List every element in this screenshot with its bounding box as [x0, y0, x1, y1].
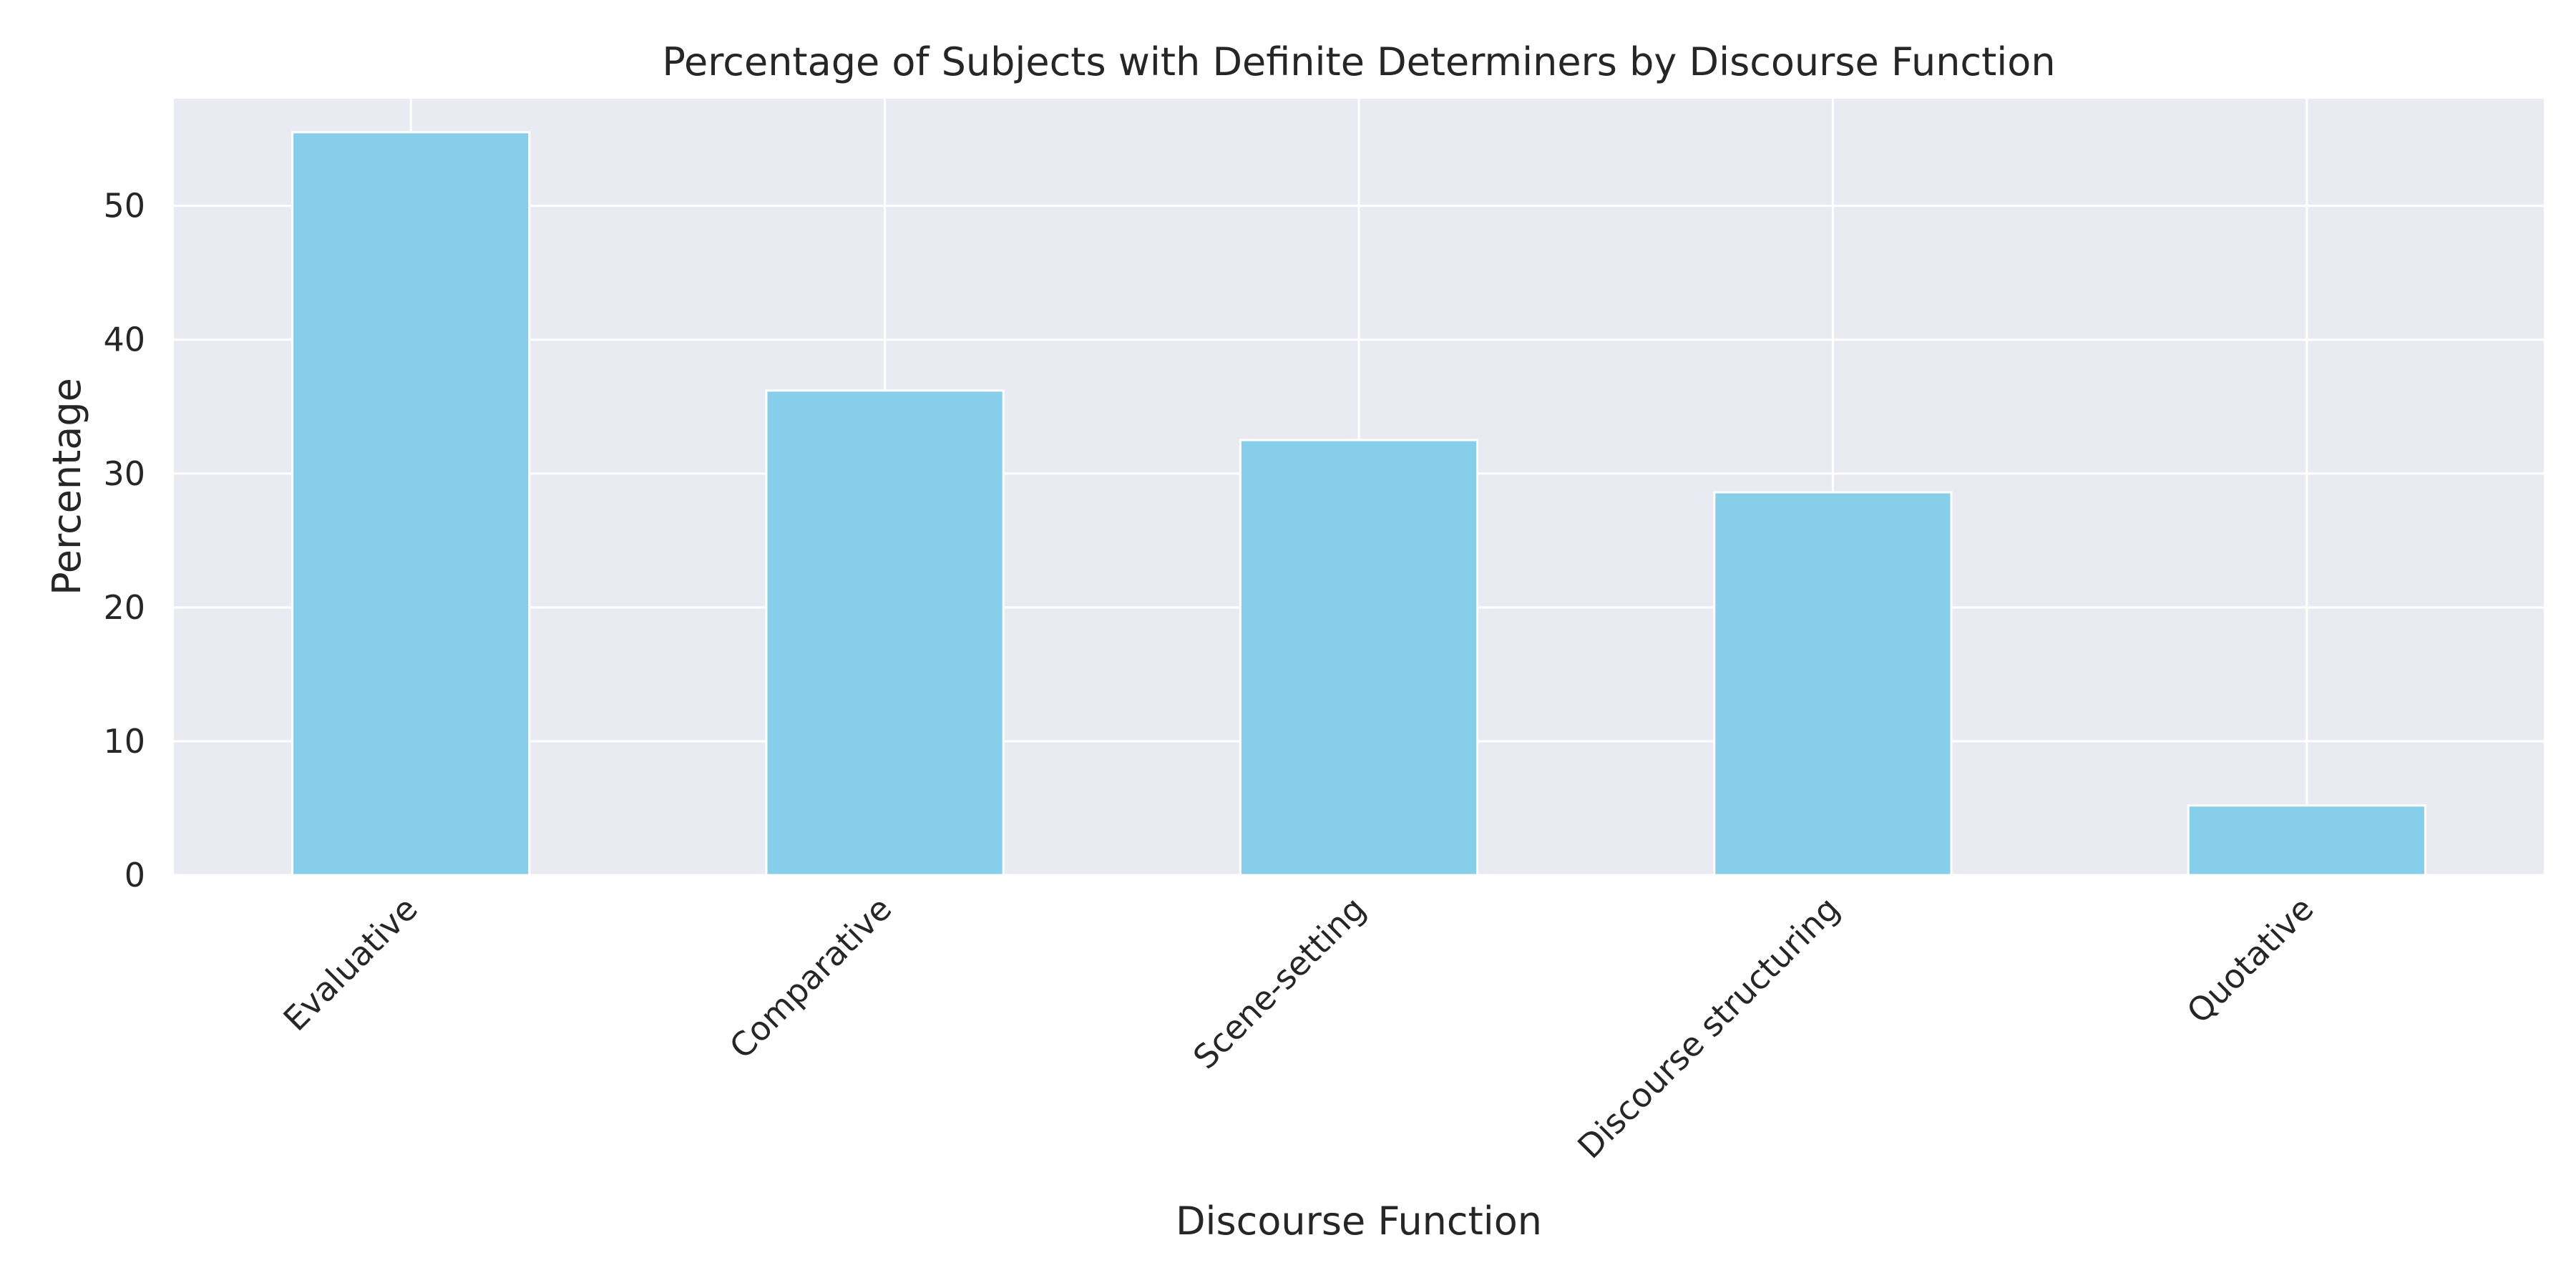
x-tick-label: Comparative — [722, 889, 899, 1066]
y-tick-label: 40 — [103, 321, 145, 359]
y-tick-label: 10 — [103, 722, 145, 761]
y-tick-label: 50 — [103, 187, 145, 225]
x-tick-label: Discourse structuring — [1570, 889, 1847, 1166]
bar-quotative — [2187, 804, 2426, 877]
y-tick-label: 30 — [103, 454, 145, 493]
bar-discourse-structuring — [1713, 491, 1953, 877]
x-tick-label: Scene-setting — [1186, 889, 1373, 1077]
y-tick-labels: 0 10 20 30 40 50 — [103, 187, 145, 894]
bars — [291, 131, 2426, 877]
y-tick-label: 20 — [103, 588, 145, 627]
y-axis-label: Percentage — [44, 378, 89, 595]
chart-title: Percentage of Subjects with Definite Det… — [662, 39, 2055, 84]
x-tick-label: Quotative — [2180, 889, 2321, 1031]
bar-scene-setting — [1239, 439, 1479, 877]
bar-comparative — [765, 389, 1005, 877]
x-tick-labels: Evaluative Comparative Scene-setting Discou… — [275, 889, 2321, 1166]
x-axis-label: Discourse Function — [1176, 1199, 1542, 1244]
x-tick-label: Evaluative — [275, 889, 425, 1039]
bar-evaluative — [291, 131, 531, 877]
y-tick-label: 0 — [125, 856, 145, 894]
